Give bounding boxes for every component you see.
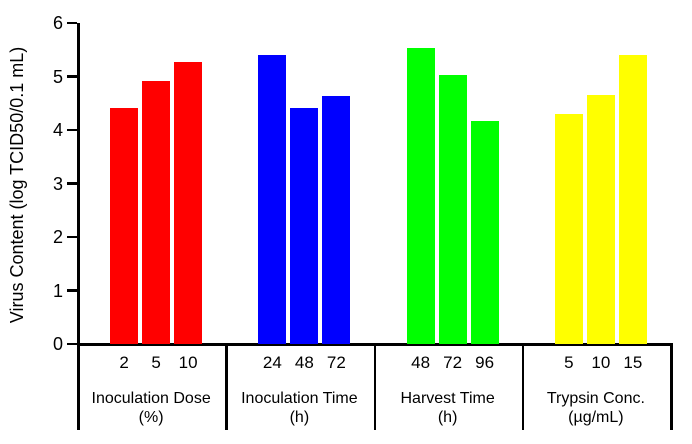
bar [142, 80, 171, 344]
bar [110, 107, 139, 344]
bar [258, 54, 287, 344]
y-tick-label: 1 [52, 280, 63, 301]
bar [554, 113, 583, 344]
x-tick-label: 5 [151, 353, 161, 372]
group-divider [373, 344, 376, 430]
x-tick-label: 48 [411, 353, 431, 372]
x-tick-label: 2 [119, 353, 129, 372]
group-label: Inoculation Dose (%) [91, 390, 211, 426]
x-tick-label: 10 [178, 353, 198, 372]
y-tick [67, 21, 77, 25]
x-tick-label: 72 [443, 353, 463, 372]
bar [438, 75, 467, 344]
y-tick [67, 235, 77, 239]
x-tick-label: 5 [564, 353, 574, 372]
group-divider [225, 344, 228, 430]
x-tick-label: 96 [475, 353, 495, 372]
group-divider [670, 344, 673, 430]
bar [618, 54, 647, 344]
bar [290, 107, 319, 344]
y-tick-label: 0 [52, 334, 63, 354]
y-tick-label: 6 [52, 13, 63, 33]
group-divider [521, 344, 525, 430]
y-axis-line [77, 23, 80, 430]
bar [470, 120, 499, 344]
x-tick-label: 72 [326, 353, 346, 372]
bar [586, 95, 615, 344]
y-tick [67, 182, 77, 185]
x-tick-label: 10 [591, 353, 611, 372]
bar [322, 95, 351, 344]
x-tick-label: 48 [294, 353, 314, 372]
group-label: Inoculation Time (h) [241, 390, 358, 426]
y-tick [67, 342, 77, 346]
group-label: Trypsin Conc. (µg/mL) [546, 390, 645, 426]
y-tick [67, 289, 77, 292]
bar [406, 48, 435, 344]
x-tick-label: 15 [623, 353, 643, 372]
y-tick-label: 5 [52, 66, 63, 87]
y-tick [67, 75, 77, 78]
y-tick [67, 128, 77, 132]
y-tick-label: 2 [52, 227, 63, 247]
y-tick-label: 3 [52, 173, 63, 194]
y-tick-label: 4 [52, 120, 63, 140]
x-tick-label: 24 [262, 353, 282, 372]
group-label: Harvest Time (h) [400, 390, 495, 426]
bar [174, 61, 203, 344]
